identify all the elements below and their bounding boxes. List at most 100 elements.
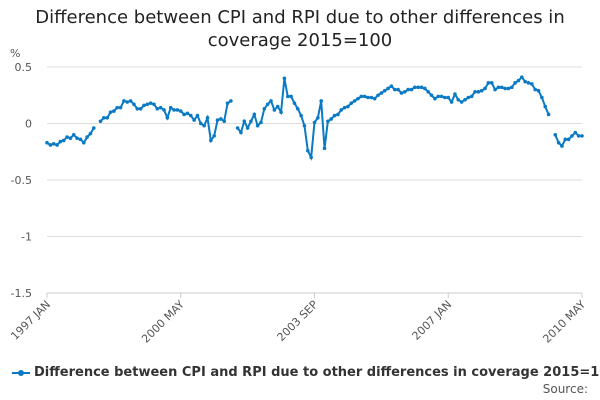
data-point bbox=[55, 143, 59, 147]
data-point bbox=[128, 99, 133, 103]
data-point bbox=[81, 140, 86, 145]
data-point bbox=[533, 87, 537, 92]
x-tick-label: 2003 SEP bbox=[275, 298, 321, 344]
data-point bbox=[252, 112, 257, 117]
data-point bbox=[493, 87, 497, 92]
data-point bbox=[98, 119, 103, 124]
data-point bbox=[148, 101, 153, 105]
data-point bbox=[51, 142, 56, 146]
y-tick-label: -0.5 bbox=[11, 174, 32, 187]
data-point bbox=[182, 112, 186, 117]
data-point bbox=[576, 134, 581, 138]
data-point bbox=[526, 81, 531, 85]
data-point bbox=[309, 155, 313, 160]
data-point bbox=[158, 105, 163, 110]
data-point bbox=[506, 86, 511, 91]
data-point bbox=[336, 112, 340, 117]
data-point bbox=[446, 95, 451, 100]
data-point bbox=[366, 95, 370, 100]
data-point bbox=[382, 88, 387, 93]
source-label: Source: bbox=[542, 382, 588, 396]
data-point bbox=[138, 107, 143, 111]
data-point bbox=[540, 95, 544, 100]
data-point bbox=[279, 110, 283, 114]
data-point bbox=[359, 94, 364, 99]
data-point bbox=[239, 130, 243, 135]
data-point bbox=[560, 144, 564, 148]
data-point bbox=[513, 81, 517, 85]
data-point bbox=[316, 116, 320, 120]
data-point bbox=[209, 138, 213, 143]
data-point bbox=[426, 90, 430, 94]
data-point bbox=[282, 76, 287, 81]
data-point bbox=[172, 108, 176, 112]
data-point bbox=[423, 86, 427, 91]
data-point bbox=[132, 102, 136, 107]
data-point bbox=[419, 85, 424, 90]
y-tick-label: 0.5 bbox=[15, 61, 33, 74]
x-tick-label: 2000 MAY bbox=[139, 298, 187, 346]
data-point bbox=[92, 126, 96, 130]
data-point bbox=[272, 108, 277, 112]
data-point bbox=[192, 118, 196, 122]
data-point bbox=[135, 107, 140, 111]
data-point bbox=[570, 134, 574, 138]
x-tick-label: 2007 JAN bbox=[410, 298, 455, 343]
data-point bbox=[372, 96, 377, 101]
data-point bbox=[439, 94, 444, 99]
data-point bbox=[396, 87, 400, 92]
data-point bbox=[175, 108, 180, 112]
data-point bbox=[386, 86, 390, 91]
data-point bbox=[102, 116, 106, 120]
data-point bbox=[142, 103, 146, 108]
data-point bbox=[122, 99, 126, 103]
data-point bbox=[342, 105, 347, 110]
data-point bbox=[489, 81, 494, 85]
data-point bbox=[453, 92, 457, 96]
data-point bbox=[456, 97, 461, 102]
data-point bbox=[299, 113, 303, 118]
data-point bbox=[125, 100, 130, 104]
data-point bbox=[503, 86, 507, 91]
data-point bbox=[88, 131, 93, 136]
data-point bbox=[443, 95, 447, 100]
data-point bbox=[115, 105, 120, 110]
data-point bbox=[563, 137, 568, 142]
data-point bbox=[229, 99, 233, 103]
data-point bbox=[429, 93, 434, 98]
data-point bbox=[449, 100, 454, 104]
data-point bbox=[295, 107, 300, 111]
data-point bbox=[362, 94, 367, 99]
data-point bbox=[553, 133, 558, 137]
data-point bbox=[222, 119, 227, 124]
data-point bbox=[269, 99, 273, 103]
data-point bbox=[225, 101, 230, 105]
x-tick-label: 2010 MAY bbox=[540, 298, 588, 346]
data-point bbox=[61, 138, 66, 143]
data-point bbox=[235, 126, 240, 130]
data-point bbox=[85, 135, 89, 139]
data-point bbox=[185, 111, 190, 116]
data-point bbox=[265, 102, 270, 107]
data-point bbox=[108, 110, 113, 114]
legend: Difference between CPI and RPI due to ot… bbox=[12, 365, 600, 380]
data-point bbox=[469, 94, 474, 99]
data-point bbox=[483, 86, 487, 91]
data-point bbox=[242, 119, 247, 124]
data-point bbox=[205, 116, 210, 120]
data-point bbox=[463, 97, 467, 102]
y-tick-label: 0 bbox=[25, 118, 32, 131]
data-point bbox=[202, 123, 206, 128]
data-point bbox=[322, 146, 327, 151]
data-point bbox=[306, 148, 310, 153]
data-point bbox=[65, 135, 69, 139]
data-point bbox=[329, 117, 334, 121]
data-point bbox=[516, 78, 521, 83]
data-point bbox=[105, 116, 109, 120]
data-point bbox=[379, 91, 384, 95]
data-point bbox=[155, 107, 160, 111]
data-point bbox=[479, 88, 484, 93]
data-point bbox=[162, 108, 166, 112]
data-point bbox=[473, 90, 477, 94]
data-point bbox=[249, 119, 253, 124]
